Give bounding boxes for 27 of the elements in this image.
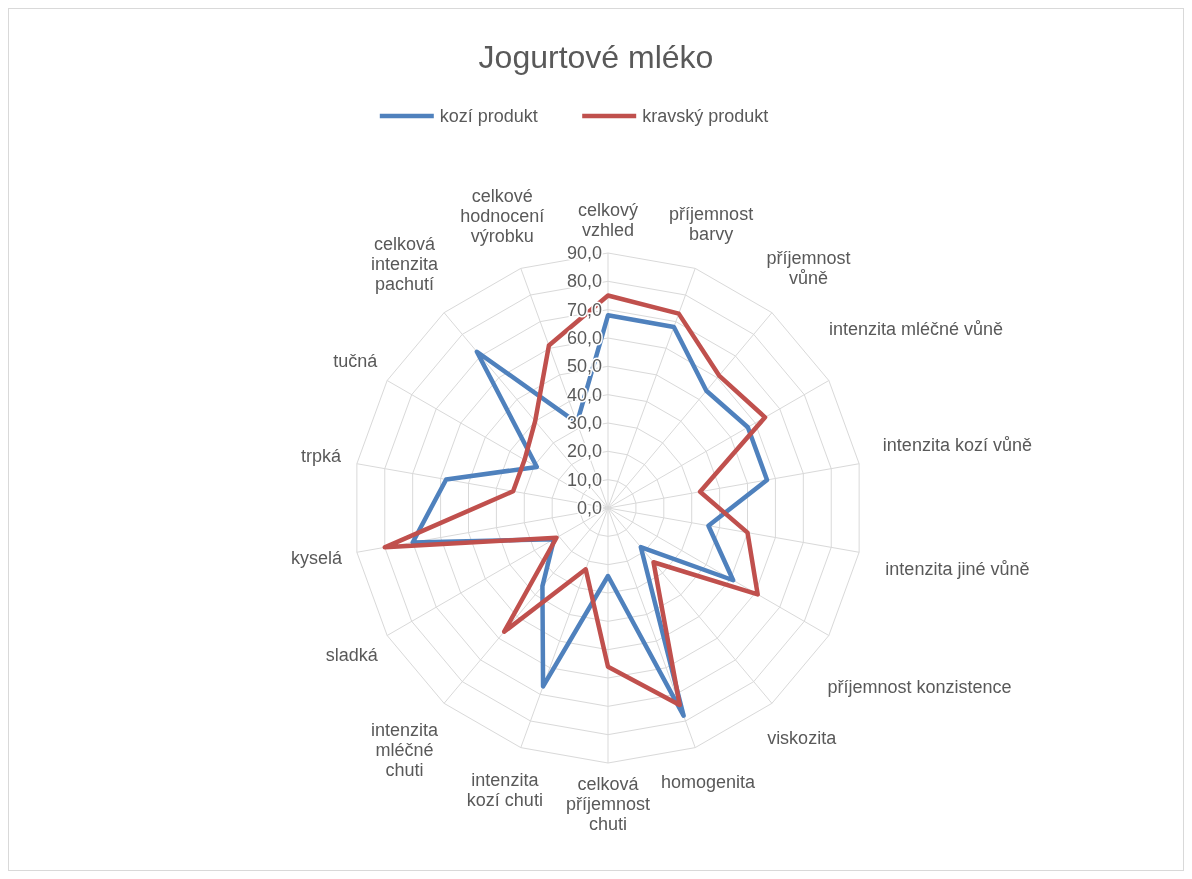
y-tick-label: 80,0 xyxy=(566,271,602,292)
y-tick-label: 30,0 xyxy=(566,413,602,433)
spoke-label: celkový vzhled xyxy=(577,200,639,240)
spoke-label: intenzita mléčné chuti xyxy=(370,719,440,780)
spoke-label: sladká xyxy=(325,644,379,665)
chart-title: Jogurtové mléko xyxy=(478,39,714,75)
spoke-label: příjemnost vůně xyxy=(766,248,851,289)
y-tick-label: 0,0 xyxy=(576,498,602,518)
spoke-label: celkové hodnocení výrobku xyxy=(460,186,545,247)
y-tick-label: 90,0 xyxy=(566,243,602,263)
spoke-label: homogenita xyxy=(660,771,756,792)
spoke-label: viskozita xyxy=(767,727,838,748)
spoke-label: tučná xyxy=(333,351,379,372)
spoke-label: intenzita kozí chuti xyxy=(466,770,543,811)
y-tick-label: 10,0 xyxy=(566,469,602,490)
spoke-label: intenzita mléčné vůně xyxy=(828,319,1004,340)
spoke-label: trpká xyxy=(301,446,343,467)
spoke-label: intenzita kozí vůně xyxy=(882,435,1032,456)
spoke-label: kyselá xyxy=(291,548,344,569)
legend-label: kravský produkt xyxy=(642,106,769,126)
spoke-label: intenzita jiné vůně xyxy=(885,558,1030,579)
spoke-label: příjemnost konzistence xyxy=(827,676,1012,697)
legend-label: kozí produkt xyxy=(439,106,538,126)
spoke-label: celková příjemnost chuti xyxy=(565,774,651,834)
spoke-label: příjemnost barvy xyxy=(669,203,754,244)
y-tick-label: 20,0 xyxy=(566,441,602,462)
spoke-label: celková intenzita pachutí xyxy=(370,234,440,295)
